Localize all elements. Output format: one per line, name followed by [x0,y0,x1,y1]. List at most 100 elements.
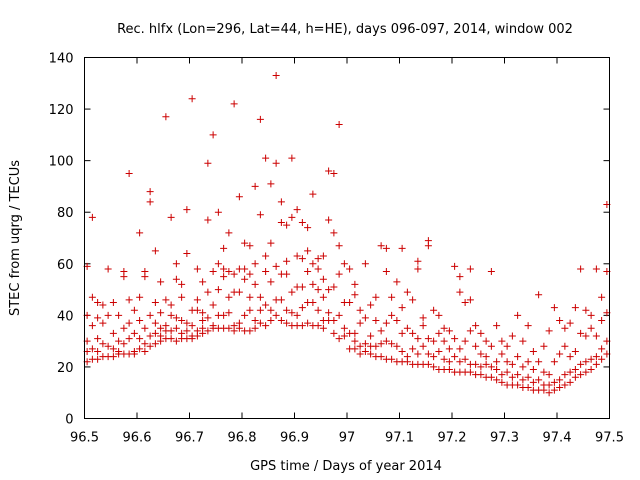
data-point [456,288,464,296]
data-point [466,327,474,335]
data-point [524,358,532,366]
data-point [262,154,270,162]
plot-frame [84,57,610,419]
data-point [199,278,207,286]
data-point [120,324,128,332]
data-point [183,206,191,214]
data-point [314,286,322,294]
data-point [372,317,380,325]
data-point [330,283,338,291]
data-point [94,298,102,306]
data-point [167,335,175,343]
data-point [146,342,154,350]
data-point [487,268,495,276]
data-point [162,113,170,121]
data-point [377,242,385,250]
data-point [493,366,501,374]
data-point [540,342,548,350]
data-point [451,335,459,343]
data-point [151,247,159,255]
data-point [235,288,243,296]
data-point [309,260,317,268]
data-point [482,360,490,368]
data-point [398,304,406,312]
data-point [251,260,259,268]
data-point [508,332,516,340]
data-point [225,324,233,332]
data-point [151,319,159,327]
data-point [435,347,443,355]
data-point [293,311,301,319]
data-point [151,298,159,306]
x-tick-label: 96.7 [175,431,204,446]
data-point [493,376,501,384]
data-point [151,340,159,348]
data-point [94,314,102,322]
data-point [246,306,254,314]
data-point [340,324,348,332]
data-point [393,317,401,325]
data-point [566,353,574,361]
x-axis-label: GPS time / Days of year 2014 [250,459,442,474]
data-point [550,304,558,312]
data-point [388,311,396,319]
data-point [272,262,280,270]
data-point [529,366,537,374]
data-point [146,198,154,206]
data-point [351,291,359,299]
data-point [514,381,522,389]
data-point [146,332,154,340]
data-point [571,366,579,374]
data-point [451,262,459,270]
data-point [157,278,165,286]
data-point [356,350,364,358]
data-point [414,350,422,358]
data-point [361,314,369,322]
data-point [172,337,180,345]
data-point [288,154,296,162]
data-point [466,368,474,376]
data-point [146,188,154,196]
data-point [272,72,280,80]
data-point [367,332,375,340]
data-point [382,319,390,327]
data-point [151,329,159,337]
data-point [340,332,348,340]
data-point [136,317,144,325]
data-point [167,327,175,335]
data-point [430,306,438,314]
data-point [251,182,259,190]
data-point [346,265,354,273]
data-point [277,219,285,227]
data-point [382,337,390,345]
data-point [556,350,564,358]
data-point [477,329,485,337]
data-point [298,219,306,227]
data-point [130,347,138,355]
data-point [246,270,254,278]
data-point [592,332,600,340]
data-point [456,273,464,281]
data-point [193,296,201,304]
data-point [403,324,411,332]
data-point [314,306,322,314]
data-point [246,327,254,335]
data-point [351,280,359,288]
data-point [430,353,438,361]
data-point [183,319,191,327]
data-point [545,389,553,397]
data-point [178,329,186,337]
data-point [136,293,144,301]
data-point [514,311,522,319]
data-point [241,311,249,319]
data-point [115,347,123,355]
y-tick-label: 80 [57,206,74,221]
data-point [325,216,333,224]
data-point [477,363,485,371]
data-point [424,335,432,343]
data-point [267,278,275,286]
data-point [519,337,527,345]
data-point [472,322,480,330]
data-point [403,288,411,296]
y-tick-label: 120 [49,103,74,118]
